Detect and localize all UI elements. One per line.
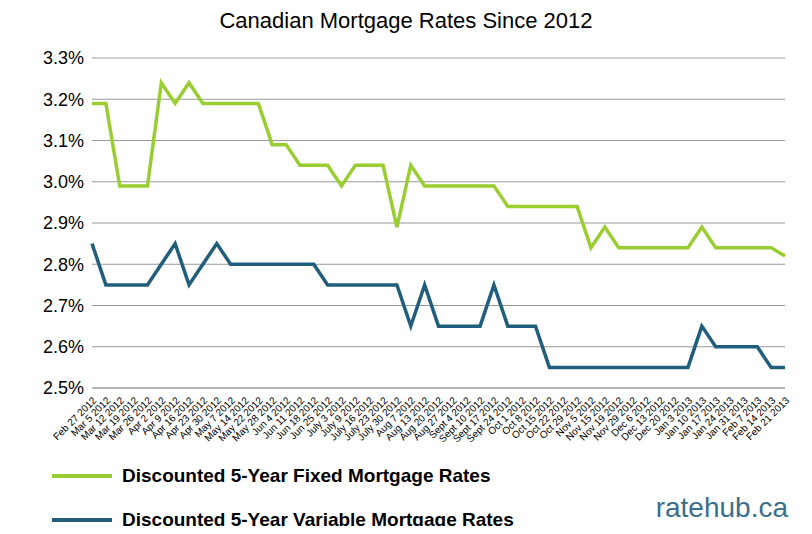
svg-text:Nov 15 2012: Nov 15 2012: [563, 394, 612, 443]
svg-text:Sept 4 2012: Sept 4 2012: [426, 394, 473, 441]
svg-text:Mar 12 2012: Mar 12 2012: [78, 394, 127, 443]
svg-text:3.1%: 3.1%: [43, 131, 84, 151]
svg-text:Apr 30 2012: Apr 30 2012: [176, 394, 224, 441]
svg-text:May 28 2012: May 28 2012: [229, 394, 279, 444]
svg-text:Apr 9 2012: Apr 9 2012: [139, 394, 182, 437]
svg-text:3.0%: 3.0%: [43, 172, 84, 192]
svg-text:Feb 14 2013: Feb 14 2013: [730, 394, 778, 443]
svg-text:Sept 17 2012: Sept 17 2012: [450, 394, 501, 445]
svg-text:Jun 11 2012: Jun 11 2012: [260, 394, 307, 441]
html-text:ratehub.ca: ratehub.ca: [655, 492, 788, 523]
svg-text:Oct 1 2012: Oct 1 2012: [485, 394, 529, 437]
svg-text:July 3 2012: July 3 2012: [304, 394, 348, 439]
svg-text:3.2%: 3.2%: [43, 90, 84, 110]
svg-text:Sept 10 2012: Sept 10 2012: [436, 394, 487, 445]
svg-text:Jan 17 2013: Jan 17 2013: [675, 394, 723, 442]
svg-text:July 23 2012: July 23 2012: [341, 394, 390, 443]
svg-text:Aug 7 2012: Aug 7 2012: [373, 394, 418, 439]
svg-text:Apr 16 2012: Apr 16 2012: [149, 394, 196, 441]
svg-text:Dec 6 2012: Dec 6 2012: [608, 394, 653, 439]
svg-text:2.8%: 2.8%: [43, 255, 84, 275]
svg-text:3.3%: 3.3%: [43, 48, 84, 68]
svg-text:Feb 27 2012: Feb 27 2012: [50, 394, 99, 443]
svg-text:Mar 26 2012: Mar 26 2012: [106, 394, 154, 443]
svg-text:Dec 20 2012: Dec 20 2012: [632, 394, 681, 443]
svg-text:Aug 20 2012: Aug 20 2012: [397, 394, 445, 443]
svg-text:Jan 31 2013: Jan 31 2013: [703, 394, 750, 442]
svg-text:Feb 21 2013: Feb 21 2013: [744, 394, 792, 442]
svg-text:Sept 24 2012: Sept 24 2012: [464, 394, 515, 445]
svg-text:Jun 4 2012: Jun 4 2012: [249, 394, 293, 438]
svg-text:Jan 10 2013: Jan 10 2013: [661, 394, 709, 442]
svg-text:2.9%: 2.9%: [43, 213, 84, 233]
svg-text:Mar 19 2012: Mar 19 2012: [92, 394, 140, 443]
svg-text:Dec 13 2012: Dec 13 2012: [618, 394, 667, 443]
svg-text:Apr 2 2012: Apr 2 2012: [125, 394, 168, 437]
svg-text:Jun 25 2012: Jun 25 2012: [287, 394, 335, 442]
svg-text:Nov 19 2012: Nov 19 2012: [577, 394, 626, 443]
svg-text:May 14 2012: May 14 2012: [202, 394, 251, 444]
svg-text:Feb 7 2013: Feb 7 2013: [720, 394, 764, 439]
svg-text:2.5%: 2.5%: [43, 378, 84, 398]
html-text:Discounted 5-Year Variable Mor: Discounted 5-Year Variable Mortgage Rate…: [122, 509, 514, 530]
svg-text:Oct 22 2012: Oct 22 2012: [523, 394, 570, 441]
svg-text:Oct 8 2012: Oct 8 2012: [499, 394, 542, 437]
svg-text:May 22 2012: May 22 2012: [216, 394, 265, 444]
html-text:Discounted 5-Year Fixed Mortga: Discounted 5-Year Fixed Mortgage Rates: [122, 465, 491, 486]
svg-text:2.7%: 2.7%: [43, 296, 84, 316]
svg-text:July 30 2012: July 30 2012: [355, 394, 404, 443]
svg-text:July 9 2012: July 9 2012: [317, 394, 362, 439]
svg-text:Oct 29 2012: Oct 29 2012: [537, 394, 584, 441]
svg-text:Nov 29 2012: Nov 29 2012: [591, 394, 639, 443]
svg-text:July 16 2012: July 16 2012: [327, 394, 376, 443]
svg-text:Oct 15 2012: Oct 15 2012: [509, 394, 556, 441]
svg-text:Jun 18 2012: Jun 18 2012: [273, 394, 321, 442]
svg-text:Aug 13 2012: Aug 13 2012: [383, 394, 432, 443]
svg-text:May 7 2012: May 7 2012: [192, 394, 237, 440]
svg-text:Jan 3 2013: Jan 3 2013: [651, 394, 695, 438]
svg-text:Mar 5 2012: Mar 5 2012: [68, 394, 113, 439]
svg-text:Nov 5 2012: Nov 5 2012: [553, 394, 598, 439]
svg-text:Jan 24 2013: Jan 24 2013: [689, 394, 736, 442]
svg-text:Apr 23 2012: Apr 23 2012: [163, 394, 210, 441]
html-text:Canadian Mortgage Rates Since: Canadian Mortgage Rates Since 2012: [219, 8, 593, 33]
svg-text:2.6%: 2.6%: [43, 337, 84, 357]
svg-text:Aug 27 2012: Aug 27 2012: [410, 394, 459, 443]
